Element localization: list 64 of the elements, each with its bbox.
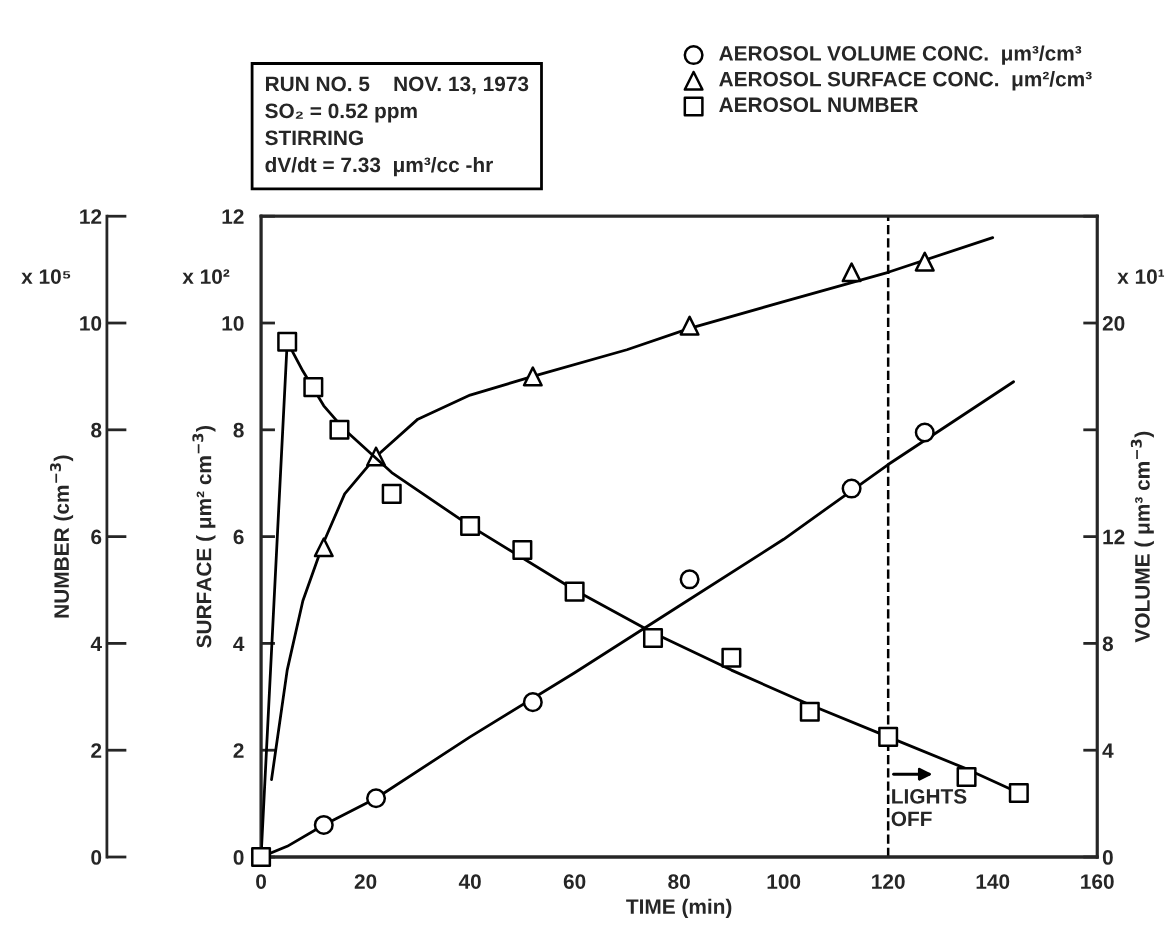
point <box>642 628 664 649</box>
legend-label: AEROSOL NUMBER <box>719 97 919 113</box>
text: x 10⁵ <box>21 269 71 284</box>
point <box>878 726 899 747</box>
y3-tick-label: 8 <box>233 422 244 438</box>
y2-tick-label: 0 <box>1102 850 1113 865</box>
y2-tick-label: 12 <box>1103 529 1125 545</box>
y-axis-title: SURFACE ( μm² cm$^{−3}$) <box>192 426 216 648</box>
point <box>841 478 862 499</box>
point <box>914 251 935 272</box>
x-tick-label: 140 <box>976 874 1010 889</box>
y-tick-label: 2 <box>91 743 102 758</box>
text: x 10¹ <box>1117 269 1165 284</box>
point <box>313 814 334 835</box>
point <box>381 483 402 504</box>
point <box>329 419 350 440</box>
point <box>956 766 977 787</box>
point <box>460 515 481 536</box>
y-tick-label: 12 <box>80 209 102 224</box>
y2-tick-label: 4 <box>1102 743 1114 758</box>
y-tick-label: 6 <box>91 529 102 545</box>
x-axis-title: TIME (min) <box>626 898 732 919</box>
y3-tick-label: 0 <box>233 850 244 865</box>
y-tick-label: 10 <box>80 316 102 331</box>
point <box>841 262 862 283</box>
point <box>512 539 533 560</box>
point <box>313 537 334 558</box>
point <box>799 701 820 722</box>
point <box>303 377 324 398</box>
point <box>679 569 700 590</box>
point <box>366 788 387 809</box>
y2-axis-title: VOLUME ( μm³ cm$^{−3}$) <box>1130 431 1154 643</box>
y-tick-label: 4 <box>90 636 102 651</box>
y3-tick-label: 10 <box>222 316 244 331</box>
x-tick-label: 80 <box>668 874 690 889</box>
x-tick-label: 120 <box>872 874 905 889</box>
y3-tick-label: 2 <box>233 743 244 758</box>
point <box>277 331 298 352</box>
point <box>1008 782 1029 803</box>
x-tick-label: 60 <box>563 874 586 889</box>
x-tick-label: 40 <box>458 874 481 889</box>
point <box>564 581 585 602</box>
x-tick-label: 0 <box>256 874 267 889</box>
y3-tick-label: 12 <box>222 209 244 224</box>
point <box>522 366 543 387</box>
point <box>522 692 543 713</box>
y-tick-label: 8 <box>91 422 102 438</box>
x-tick-label: 160 <box>1081 874 1114 889</box>
y-tick-label: 0 <box>91 850 102 865</box>
y2-tick-label: 20 <box>1102 316 1125 331</box>
point <box>914 422 935 443</box>
point <box>679 315 700 336</box>
ref-line-label: LIGHTS OFF <box>891 789 967 827</box>
x-tick-label: 20 <box>354 874 377 889</box>
y3-axis-title: NUMBER (cm$^{−3}$) <box>49 455 74 618</box>
y3-tick-label: 4 <box>233 636 245 651</box>
text: x 10² <box>182 269 230 284</box>
x-tick-label: 100 <box>767 874 801 889</box>
legend-label: AEROSOL SURFACE CONC. μm²/cm³ <box>719 71 1092 91</box>
legend-label: AEROSOL VOLUME CONC. μm³/cm³ <box>719 45 1082 65</box>
point <box>721 647 742 668</box>
y2-tick-label: 8 <box>1102 636 1114 652</box>
y3-tick-label: 6 <box>233 529 244 545</box>
text: RUN NO. 5 NOV. 13, 1973 SO₂ = 0.52 ppm STIRRING dV/dt = 7.33 μm³/cc -hr <box>265 76 529 177</box>
